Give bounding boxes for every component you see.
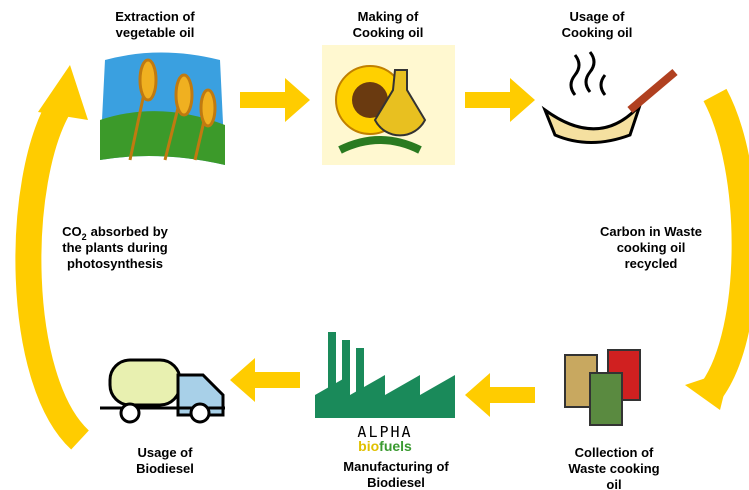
logo-tag-a: bio <box>358 438 379 454</box>
label-text: absorbed by <box>91 224 169 239</box>
label-line: the plants during <box>62 240 168 255</box>
arrow <box>465 78 535 122</box>
curved-arrow <box>712 95 745 390</box>
label-line: oil <box>606 477 621 490</box>
label-line: cooking oil <box>617 240 686 255</box>
factory-icon <box>315 332 455 418</box>
label-line: Biodiesel <box>136 461 194 476</box>
label-line: Waste cooking <box>568 461 659 476</box>
truck-icon <box>100 360 225 422</box>
diagram: ALPHA biofuels Extraction ofvegetable oi… <box>0 0 749 490</box>
arrow <box>240 78 310 122</box>
label-line: Cooking oil <box>353 25 424 40</box>
label-line: Usage of <box>138 445 194 460</box>
label-line: Manufacturing of <box>343 459 449 474</box>
arrow <box>465 373 535 417</box>
label-line: Collection of <box>575 445 654 460</box>
label-line: Biodiesel <box>367 475 425 490</box>
label-line: Extraction of <box>115 9 195 24</box>
label-line: Usage of <box>570 9 626 24</box>
arrow <box>230 358 300 402</box>
logo-tag: biofuels <box>358 438 412 454</box>
label-text: CO <box>62 224 82 239</box>
label-line: Making of <box>358 9 419 24</box>
curved-arrow <box>28 105 80 440</box>
logo-tag-b: fuels <box>379 438 412 454</box>
wheat-icon <box>100 53 225 166</box>
label-line: vegetable oil <box>116 25 195 40</box>
arrow-head <box>38 65 88 120</box>
label-line: Cooking oil <box>562 25 633 40</box>
label-line: photosynthesis <box>67 256 163 271</box>
pan-icon <box>545 52 675 143</box>
sunflower-icon <box>322 45 455 165</box>
barrels-icon <box>565 350 640 425</box>
label-line: Carbon in Waste <box>600 224 702 239</box>
label-line: recycled <box>625 256 678 271</box>
